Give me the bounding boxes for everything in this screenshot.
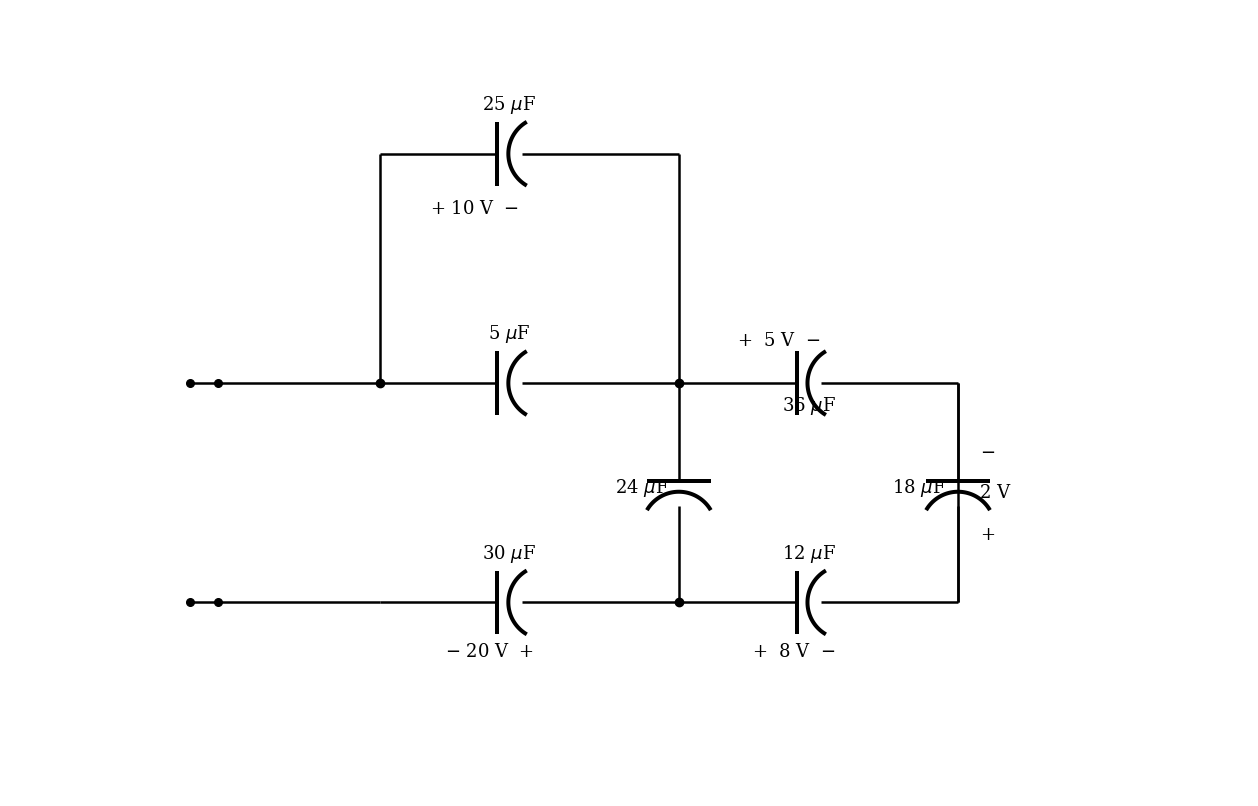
Text: $-$ 20 V  +: $-$ 20 V +	[445, 643, 533, 661]
Text: +: +	[980, 526, 995, 543]
Text: 12 $\mu$F: 12 $\mu$F	[781, 542, 835, 564]
Text: + 10 V  $-$: + 10 V $-$	[430, 200, 520, 218]
Text: 24 $\mu$F: 24 $\mu$F	[615, 477, 669, 499]
Text: +  5 V  $-$: + 5 V $-$	[737, 332, 820, 350]
Text: 2 V: 2 V	[980, 484, 1010, 502]
Text: 5 $\mu$F: 5 $\mu$F	[488, 323, 531, 345]
Text: 18 $\mu$F: 18 $\mu$F	[892, 477, 946, 499]
Text: 25 $\mu$F: 25 $\mu$F	[482, 93, 536, 116]
Text: 36 $\mu$F: 36 $\mu$F	[781, 395, 835, 417]
Text: 30 $\mu$F: 30 $\mu$F	[482, 542, 536, 564]
Text: $-$: $-$	[980, 442, 995, 460]
Text: +  8 V  $-$: + 8 V $-$	[752, 643, 835, 661]
